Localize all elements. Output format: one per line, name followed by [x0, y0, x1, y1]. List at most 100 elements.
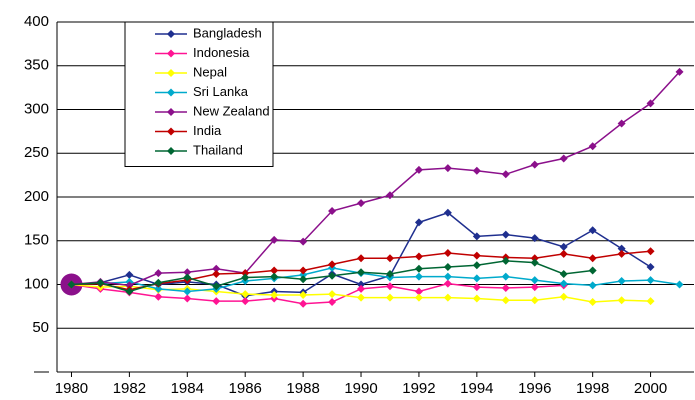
- marker: [67, 280, 76, 289]
- marker: [183, 287, 192, 296]
- marker: [588, 298, 597, 306]
- x-tick-label: 1984: [171, 380, 204, 397]
- series-line: [71, 282, 564, 305]
- marker: [472, 166, 481, 175]
- legend-marker: [167, 147, 175, 155]
- legend-label: New Zealand: [193, 103, 270, 118]
- y-tick-label: 50: [32, 319, 49, 336]
- legend-label: Indonesia: [193, 45, 250, 60]
- marker: [299, 237, 308, 246]
- legend-marker: [167, 49, 175, 58]
- marker: [270, 235, 279, 244]
- marker: [385, 282, 394, 291]
- y-tick-label: 200: [24, 188, 49, 205]
- marker: [675, 67, 684, 76]
- marker: [588, 266, 597, 275]
- marker: [443, 249, 452, 257]
- marker: [385, 191, 394, 200]
- marker: [501, 230, 510, 239]
- y-tick-label: —: [34, 363, 49, 380]
- marker: [530, 258, 539, 267]
- marker: [646, 263, 655, 271]
- marker: [241, 273, 250, 282]
- marker: [472, 283, 481, 292]
- marker: [270, 272, 279, 281]
- x-tick-label: 1980: [55, 380, 88, 397]
- x-tick-label: 1996: [518, 380, 551, 397]
- marker: [270, 291, 279, 299]
- marker: [472, 294, 481, 303]
- marker: [96, 278, 105, 287]
- marker: [357, 199, 366, 208]
- marker: [501, 272, 510, 281]
- marker: [357, 268, 366, 277]
- x-tick-label: 1988: [286, 380, 319, 397]
- marker: [472, 274, 481, 283]
- marker: [530, 283, 539, 292]
- marker: [559, 154, 568, 163]
- marker: [617, 119, 626, 128]
- legend: Bangladesh Indonesia Nepal Sri Lanka New Zea…: [124, 21, 274, 167]
- marker: [212, 264, 221, 273]
- y-tick-label: 150: [24, 232, 49, 249]
- marker: [328, 260, 337, 269]
- marker: [472, 251, 481, 260]
- marker: [328, 298, 337, 306]
- marker: [385, 254, 394, 263]
- marker: [588, 142, 597, 151]
- legend-label: Sri Lanka: [193, 84, 249, 99]
- marker: [299, 270, 308, 279]
- marker: [414, 218, 423, 227]
- legend-label: Thailand: [193, 142, 243, 157]
- x-tick-label: 2000: [634, 380, 667, 397]
- x-tick-label: 1986: [229, 380, 262, 397]
- marker: [183, 273, 192, 282]
- marker: [154, 284, 163, 293]
- series-line: [71, 267, 680, 293]
- marker: [414, 272, 423, 281]
- marker: [501, 170, 510, 179]
- marker: [472, 232, 481, 241]
- marker: [501, 284, 510, 292]
- marker: [125, 281, 134, 290]
- marker: [559, 270, 568, 278]
- marker: [530, 296, 539, 305]
- x-tick-label: 1992: [402, 380, 435, 397]
- marker: [414, 287, 423, 296]
- marker: [559, 242, 568, 251]
- marker: [270, 266, 279, 275]
- marker: [617, 249, 626, 258]
- marker: [154, 278, 163, 287]
- marker: [617, 277, 626, 285]
- legend-marker: [167, 88, 175, 97]
- marker: [617, 244, 626, 253]
- marker: [241, 297, 250, 306]
- marker: [443, 293, 452, 302]
- marker: [443, 164, 452, 173]
- marker: [588, 254, 597, 263]
- marker: [675, 280, 684, 289]
- marker: [357, 254, 366, 263]
- marker: [414, 264, 423, 273]
- marker: [588, 281, 597, 290]
- x-tick-label: 1982: [113, 380, 146, 397]
- legend-marker: [167, 108, 175, 116]
- legend-marker: [167, 30, 175, 38]
- marker: [414, 252, 423, 261]
- y-tick-label: 300: [24, 100, 49, 117]
- marker: [385, 293, 394, 302]
- marker: [154, 269, 163, 278]
- marker: [212, 282, 221, 291]
- x-tick-label: 1994: [460, 380, 493, 397]
- marker: [357, 284, 366, 293]
- legend-marker: [167, 69, 175, 77]
- marker: [212, 297, 221, 306]
- marker: [501, 256, 510, 265]
- y-tick-label: 250: [24, 144, 49, 161]
- marker: [559, 292, 568, 301]
- marker: [385, 270, 394, 278]
- marker: [299, 275, 308, 284]
- series-line: [71, 71, 681, 287]
- marker: [154, 292, 163, 301]
